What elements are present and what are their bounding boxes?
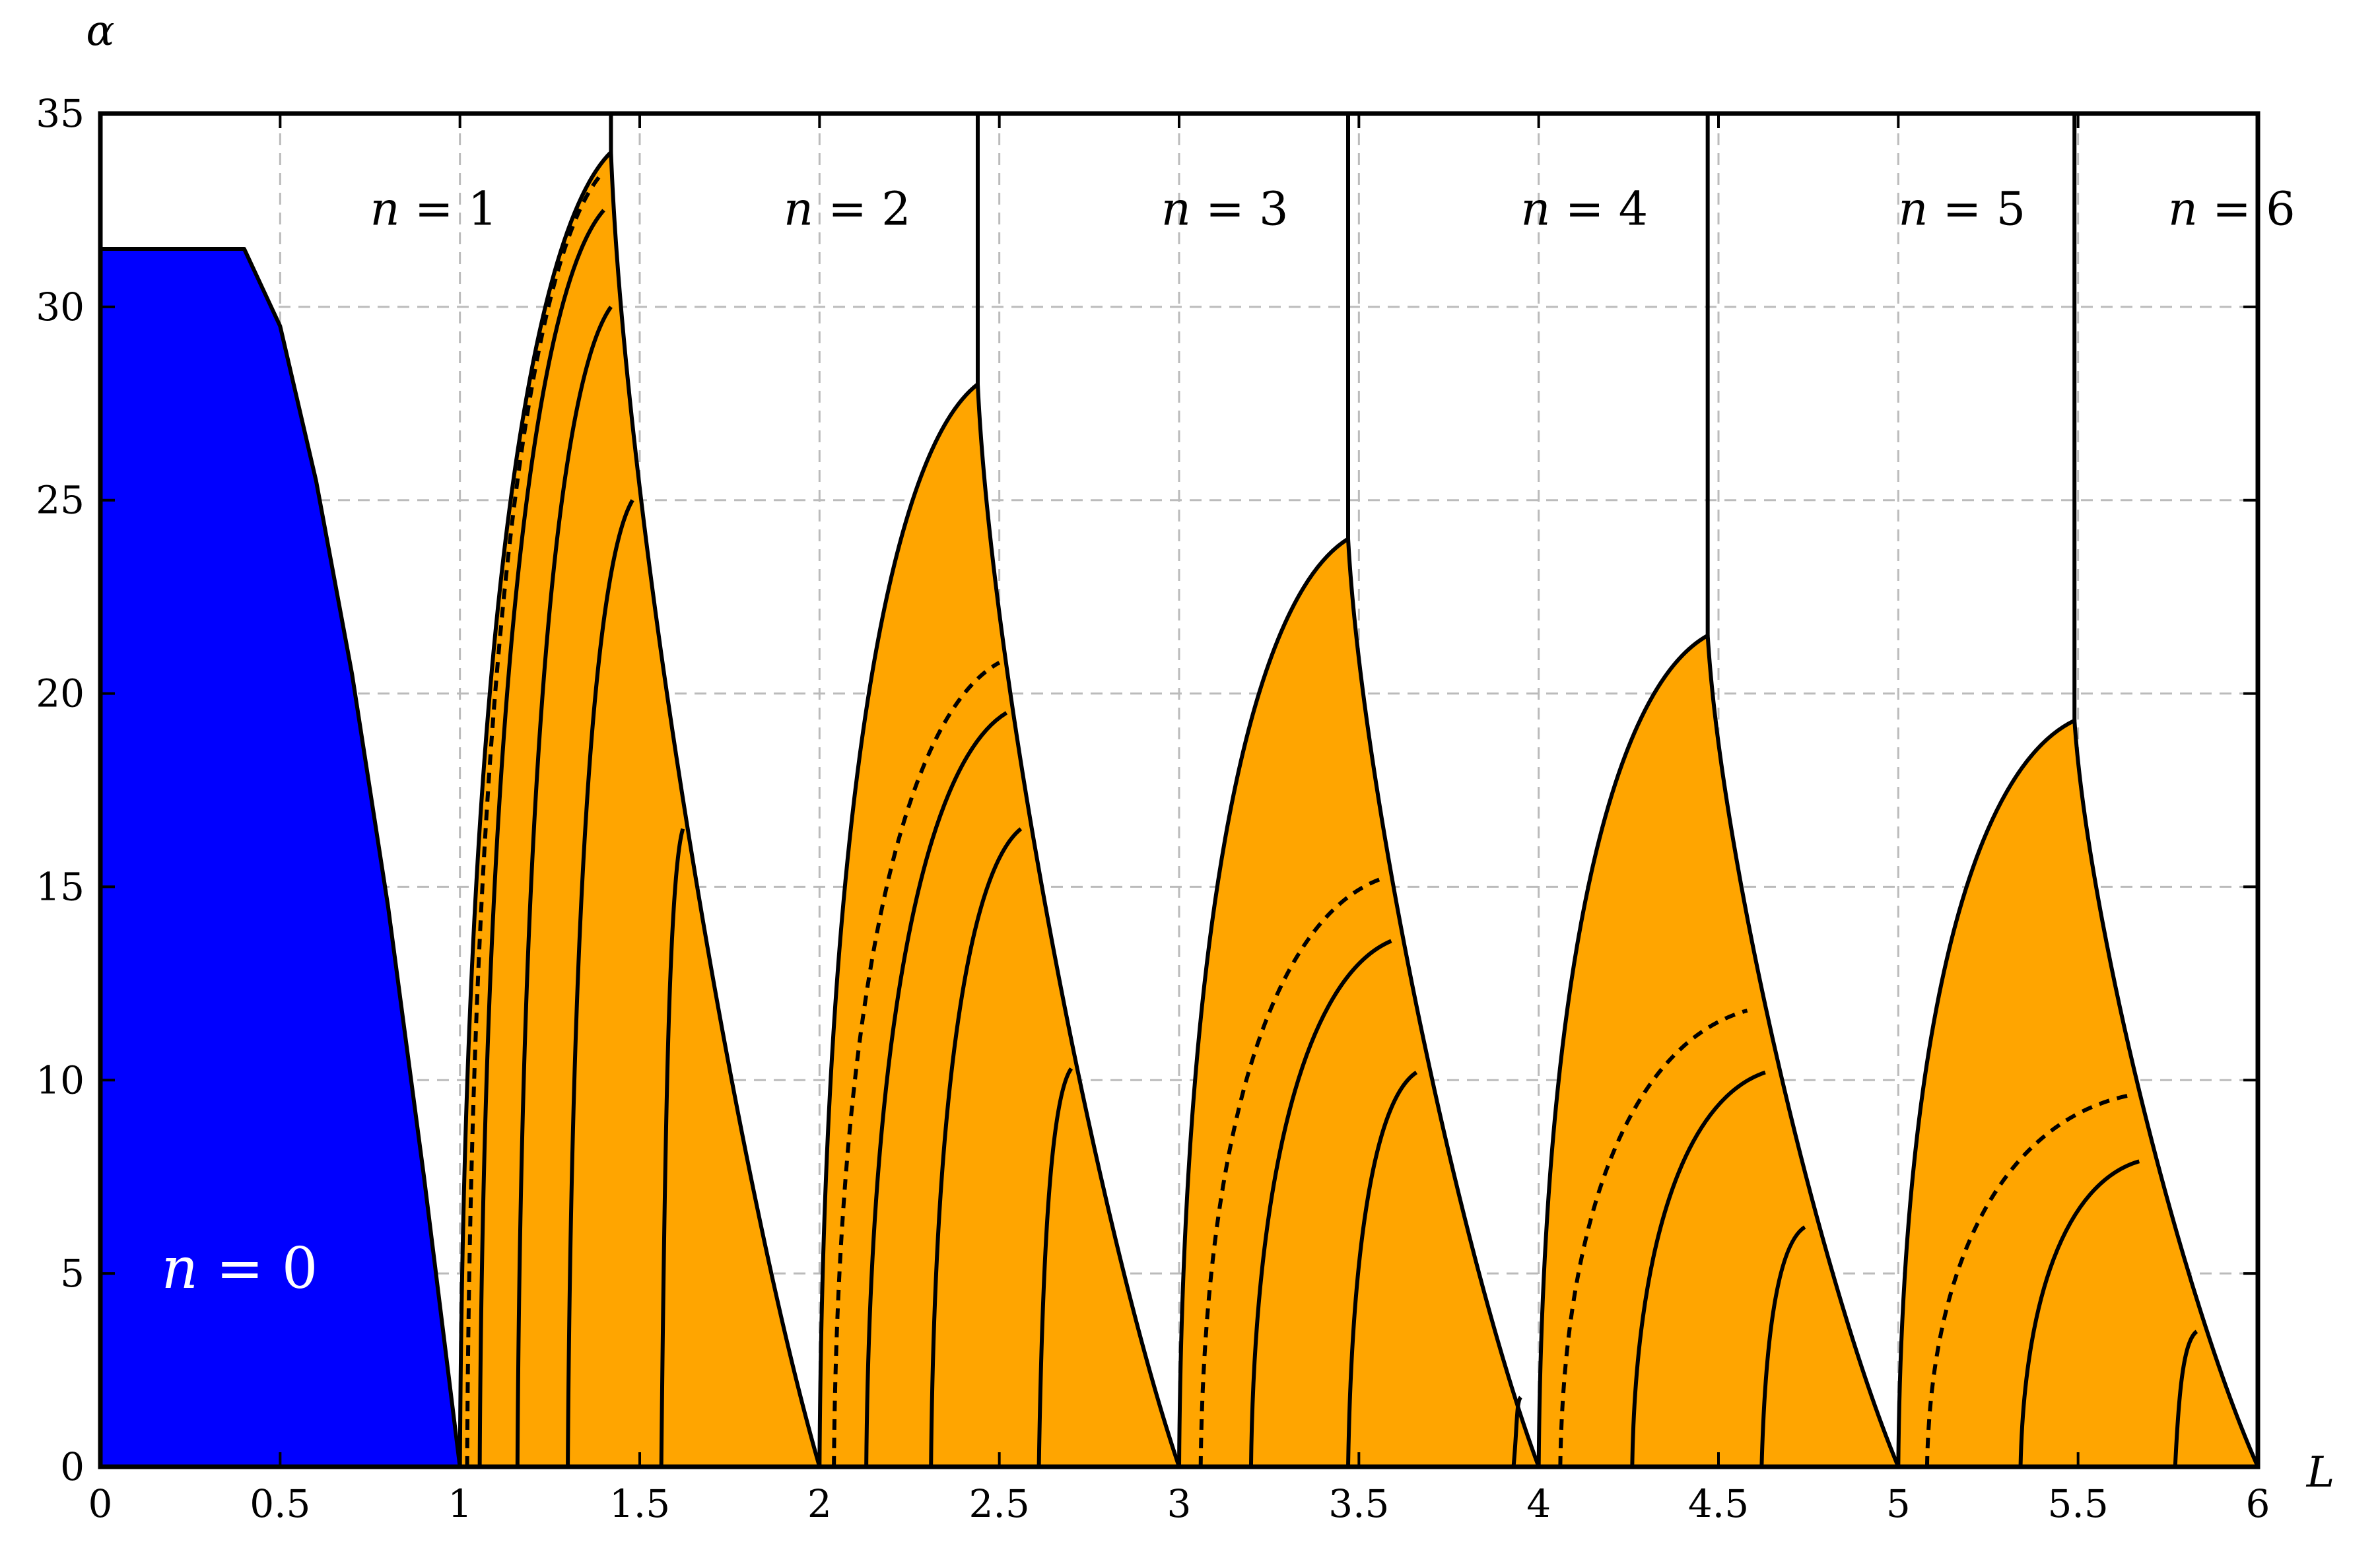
region-label-value: = 5 bbox=[1928, 182, 2025, 236]
region-label-value: = 0 bbox=[198, 1236, 318, 1302]
x-tick-label: 3 bbox=[1167, 1481, 1192, 1526]
x-tick-label: 5 bbox=[1886, 1481, 1911, 1526]
lobe-n1-inner-curve-3 bbox=[566, 499, 634, 1467]
lobe-n2-fill bbox=[817, 382, 1181, 1469]
x-tick-label: 1 bbox=[448, 1481, 472, 1526]
region-n0-boundary bbox=[100, 247, 462, 1467]
y-tick-label: 35 bbox=[36, 91, 85, 136]
lobe-n5-dashed-curve bbox=[1924, 1093, 2129, 1467]
lobe-n1-inner-curve-2 bbox=[515, 306, 613, 1467]
y-tick-label: 20 bbox=[36, 671, 85, 716]
x-tick-label: 3.5 bbox=[1328, 1481, 1389, 1526]
x-axis-label: L bbox=[2306, 1448, 2335, 1497]
region-label-value: = 1 bbox=[400, 182, 498, 236]
axis-ticks bbox=[99, 112, 2259, 1468]
region-label-value: = 3 bbox=[1191, 182, 1289, 236]
region-label-n3: n = 3 bbox=[1161, 182, 1289, 236]
lobe-n3-fill bbox=[1177, 537, 1541, 1469]
lobe-n5-inner-curve-2 bbox=[2173, 1329, 2198, 1467]
region-label-value: = 4 bbox=[1551, 182, 1649, 236]
lobe-n3-inner-curve-2 bbox=[1345, 1071, 1418, 1467]
region-label-n6: n = 6 bbox=[2168, 182, 2295, 236]
region-label-var: n bbox=[2168, 182, 2198, 236]
y-tick-label: 30 bbox=[36, 285, 85, 329]
region-label-var: n bbox=[784, 182, 813, 236]
y-tick-label: 25 bbox=[36, 478, 85, 523]
lobe-n5-fill bbox=[1896, 718, 2260, 1469]
region-label-n2: n = 2 bbox=[784, 182, 911, 236]
lobe-n3-dashed-curve bbox=[1198, 877, 1382, 1467]
region-n0-fill bbox=[100, 249, 460, 1467]
lobe-n3-inner-curve-1 bbox=[1248, 939, 1392, 1467]
x-tick-label: 0.5 bbox=[250, 1481, 310, 1526]
region-label-n0: n = 0 bbox=[162, 1236, 318, 1302]
x-tick-label: 6 bbox=[2246, 1481, 2270, 1526]
x-tick-label: 0 bbox=[88, 1481, 113, 1526]
lobe-n1-inner-curve-4 bbox=[659, 828, 685, 1467]
lobe-n2-inner-curve-1 bbox=[864, 711, 1008, 1467]
region-label-var: n bbox=[1161, 182, 1191, 236]
x-tick-label: 2.5 bbox=[969, 1481, 1030, 1526]
lobe-n3-inner-curve-3 bbox=[1511, 1395, 1522, 1467]
lobe-n4-inner-curve-1 bbox=[1630, 1070, 1766, 1467]
x-tick-label: 2 bbox=[807, 1481, 832, 1526]
tick-labels: 0 0.5 1 1.5 2 2.5 3 3.5 4 4.5 5 5.5 6 0 5 10 15 20 25 30 35 bbox=[36, 91, 2270, 1526]
region-label-value: = 2 bbox=[813, 182, 911, 236]
lobe-n2-inner-curve-3 bbox=[1037, 1067, 1073, 1467]
lobe-n4-fill bbox=[1536, 633, 1901, 1469]
lobe-n2-inner-curve-2 bbox=[929, 827, 1023, 1467]
region-label-n4: n = 4 bbox=[1520, 182, 1648, 236]
y-axis-label: α bbox=[86, 7, 114, 55]
region-label-n5: n = 5 bbox=[1898, 182, 2025, 236]
region-label-var: n bbox=[370, 182, 400, 236]
y-tick-label: 0 bbox=[60, 1444, 85, 1489]
lobe-n4-dashed-curve bbox=[1558, 1008, 1748, 1467]
lobe-n2-dashed-curve bbox=[832, 661, 1001, 1467]
x-tick-label: 4 bbox=[1526, 1481, 1551, 1526]
y-tick-label: 15 bbox=[36, 864, 85, 909]
x-tick-label: 4.5 bbox=[1688, 1481, 1749, 1526]
x-tick-label: 5.5 bbox=[2048, 1481, 2109, 1526]
lobe-n1-inner-curve-1 bbox=[477, 209, 605, 1467]
y-tick-label: 5 bbox=[60, 1251, 85, 1296]
lobe-n1-fill bbox=[458, 150, 822, 1469]
region-label-var: n bbox=[1520, 182, 1550, 236]
lobe-n5-inner-curve-1 bbox=[2018, 1159, 2140, 1467]
region-label-n1: n = 1 bbox=[370, 182, 498, 236]
boundary-lines bbox=[100, 114, 2198, 1467]
region-label-var: n bbox=[162, 1236, 198, 1302]
lobe-n4-inner-curve-2 bbox=[1759, 1225, 1806, 1467]
x-tick-label: 1.5 bbox=[609, 1481, 670, 1526]
region-label-var: n bbox=[1898, 182, 1928, 236]
y-tick-label: 10 bbox=[36, 1057, 85, 1102]
region-fills bbox=[100, 150, 2260, 1469]
region-label-value: = 6 bbox=[2198, 182, 2295, 236]
